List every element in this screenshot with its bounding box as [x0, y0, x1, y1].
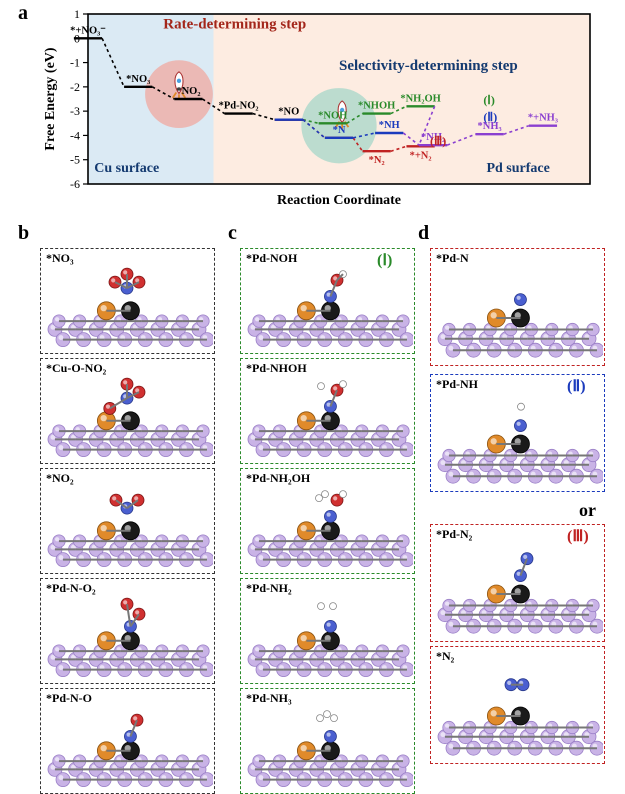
- svg-text:*NOH: *NOH: [318, 110, 347, 121]
- svg-text:*NO: *NO: [278, 107, 299, 118]
- intermediate-label: *NO₂: [46, 471, 74, 486]
- svg-text:-1: -1: [70, 56, 80, 70]
- svg-text:Cu surface: Cu surface: [94, 161, 159, 176]
- svg-text:Rate-determining step: Rate-determining step: [163, 17, 306, 33]
- svg-text:*N: *N: [333, 125, 346, 136]
- svg-text:*N₂: *N₂: [369, 155, 385, 166]
- svg-text:*+NH₃: *+NH₃: [528, 113, 558, 124]
- svg-text:1: 1: [74, 8, 80, 21]
- svg-text:*Pd-NO₂: *Pd-NO₂: [219, 101, 259, 112]
- panel-label-c: c: [228, 222, 237, 245]
- intermediate-label: *Pd-NH₂OH: [246, 471, 310, 486]
- svg-text:-3: -3: [70, 104, 80, 118]
- svg-text:*NH: *NH: [379, 120, 400, 131]
- svg-text:*+NO₃⁻: *+NO₃⁻: [70, 25, 106, 36]
- svg-text:(Ⅰ): (Ⅰ): [483, 93, 495, 107]
- intermediate-label: *Pd-N₂: [436, 527, 472, 542]
- intermediate-label: *Pd-NOH: [246, 251, 297, 266]
- svg-text:*+N₂: *+N₂: [410, 150, 432, 161]
- intermediate-label: *NO₃: [46, 251, 74, 266]
- intermediate-label: *Pd-NHOH: [246, 361, 307, 376]
- panel-label-a: a: [18, 2, 28, 25]
- panel-label-b: b: [18, 222, 29, 245]
- svg-text:-4: -4: [70, 128, 80, 142]
- intermediate-label: *Pd-N-O: [46, 691, 92, 706]
- intermediate-box: [430, 646, 605, 764]
- svg-text:Reaction Coordinate: Reaction Coordinate: [277, 193, 401, 208]
- svg-text:*NO₃: *NO₃: [126, 74, 150, 85]
- svg-text:*NH₂OH: *NH₂OH: [400, 93, 440, 104]
- svg-text:-6: -6: [70, 177, 80, 191]
- free-energy-chart: -6-5-4-3-2-101Free Energy (eV)Reaction C…: [40, 8, 600, 208]
- intermediate-label: *Pd-NH₃: [246, 691, 292, 706]
- roman-label: (Ⅱ): [567, 376, 586, 396]
- or-text: or: [579, 500, 596, 521]
- intermediate-label: *Pd-NH: [436, 377, 478, 392]
- intermediate-label: *Pd-NH₂: [246, 581, 292, 596]
- svg-text:Selectivity-determining step: Selectivity-determining step: [339, 58, 518, 74]
- svg-text:(Ⅲ): (Ⅲ): [430, 134, 446, 148]
- svg-text:*NO₂: *NO₂: [176, 86, 200, 97]
- svg-text:Pd surface: Pd surface: [486, 161, 549, 176]
- svg-text:-5: -5: [70, 153, 80, 167]
- roman-label: (Ⅲ): [567, 526, 589, 546]
- intermediate-label: *Pd-N-O₂: [46, 581, 96, 596]
- intermediate-label: *N₂: [436, 649, 454, 664]
- svg-text:Free Energy (eV): Free Energy (eV): [43, 47, 58, 150]
- svg-text:(Ⅱ): (Ⅱ): [483, 110, 497, 124]
- intermediate-label: *Cu-O-NO₂: [46, 361, 106, 376]
- panel-label-d: d: [418, 222, 429, 245]
- roman-label: (Ⅰ): [377, 250, 392, 270]
- intermediate-label: *Pd-N: [436, 251, 469, 266]
- svg-text:*NHOH: *NHOH: [358, 101, 395, 112]
- svg-text:-2: -2: [70, 80, 80, 94]
